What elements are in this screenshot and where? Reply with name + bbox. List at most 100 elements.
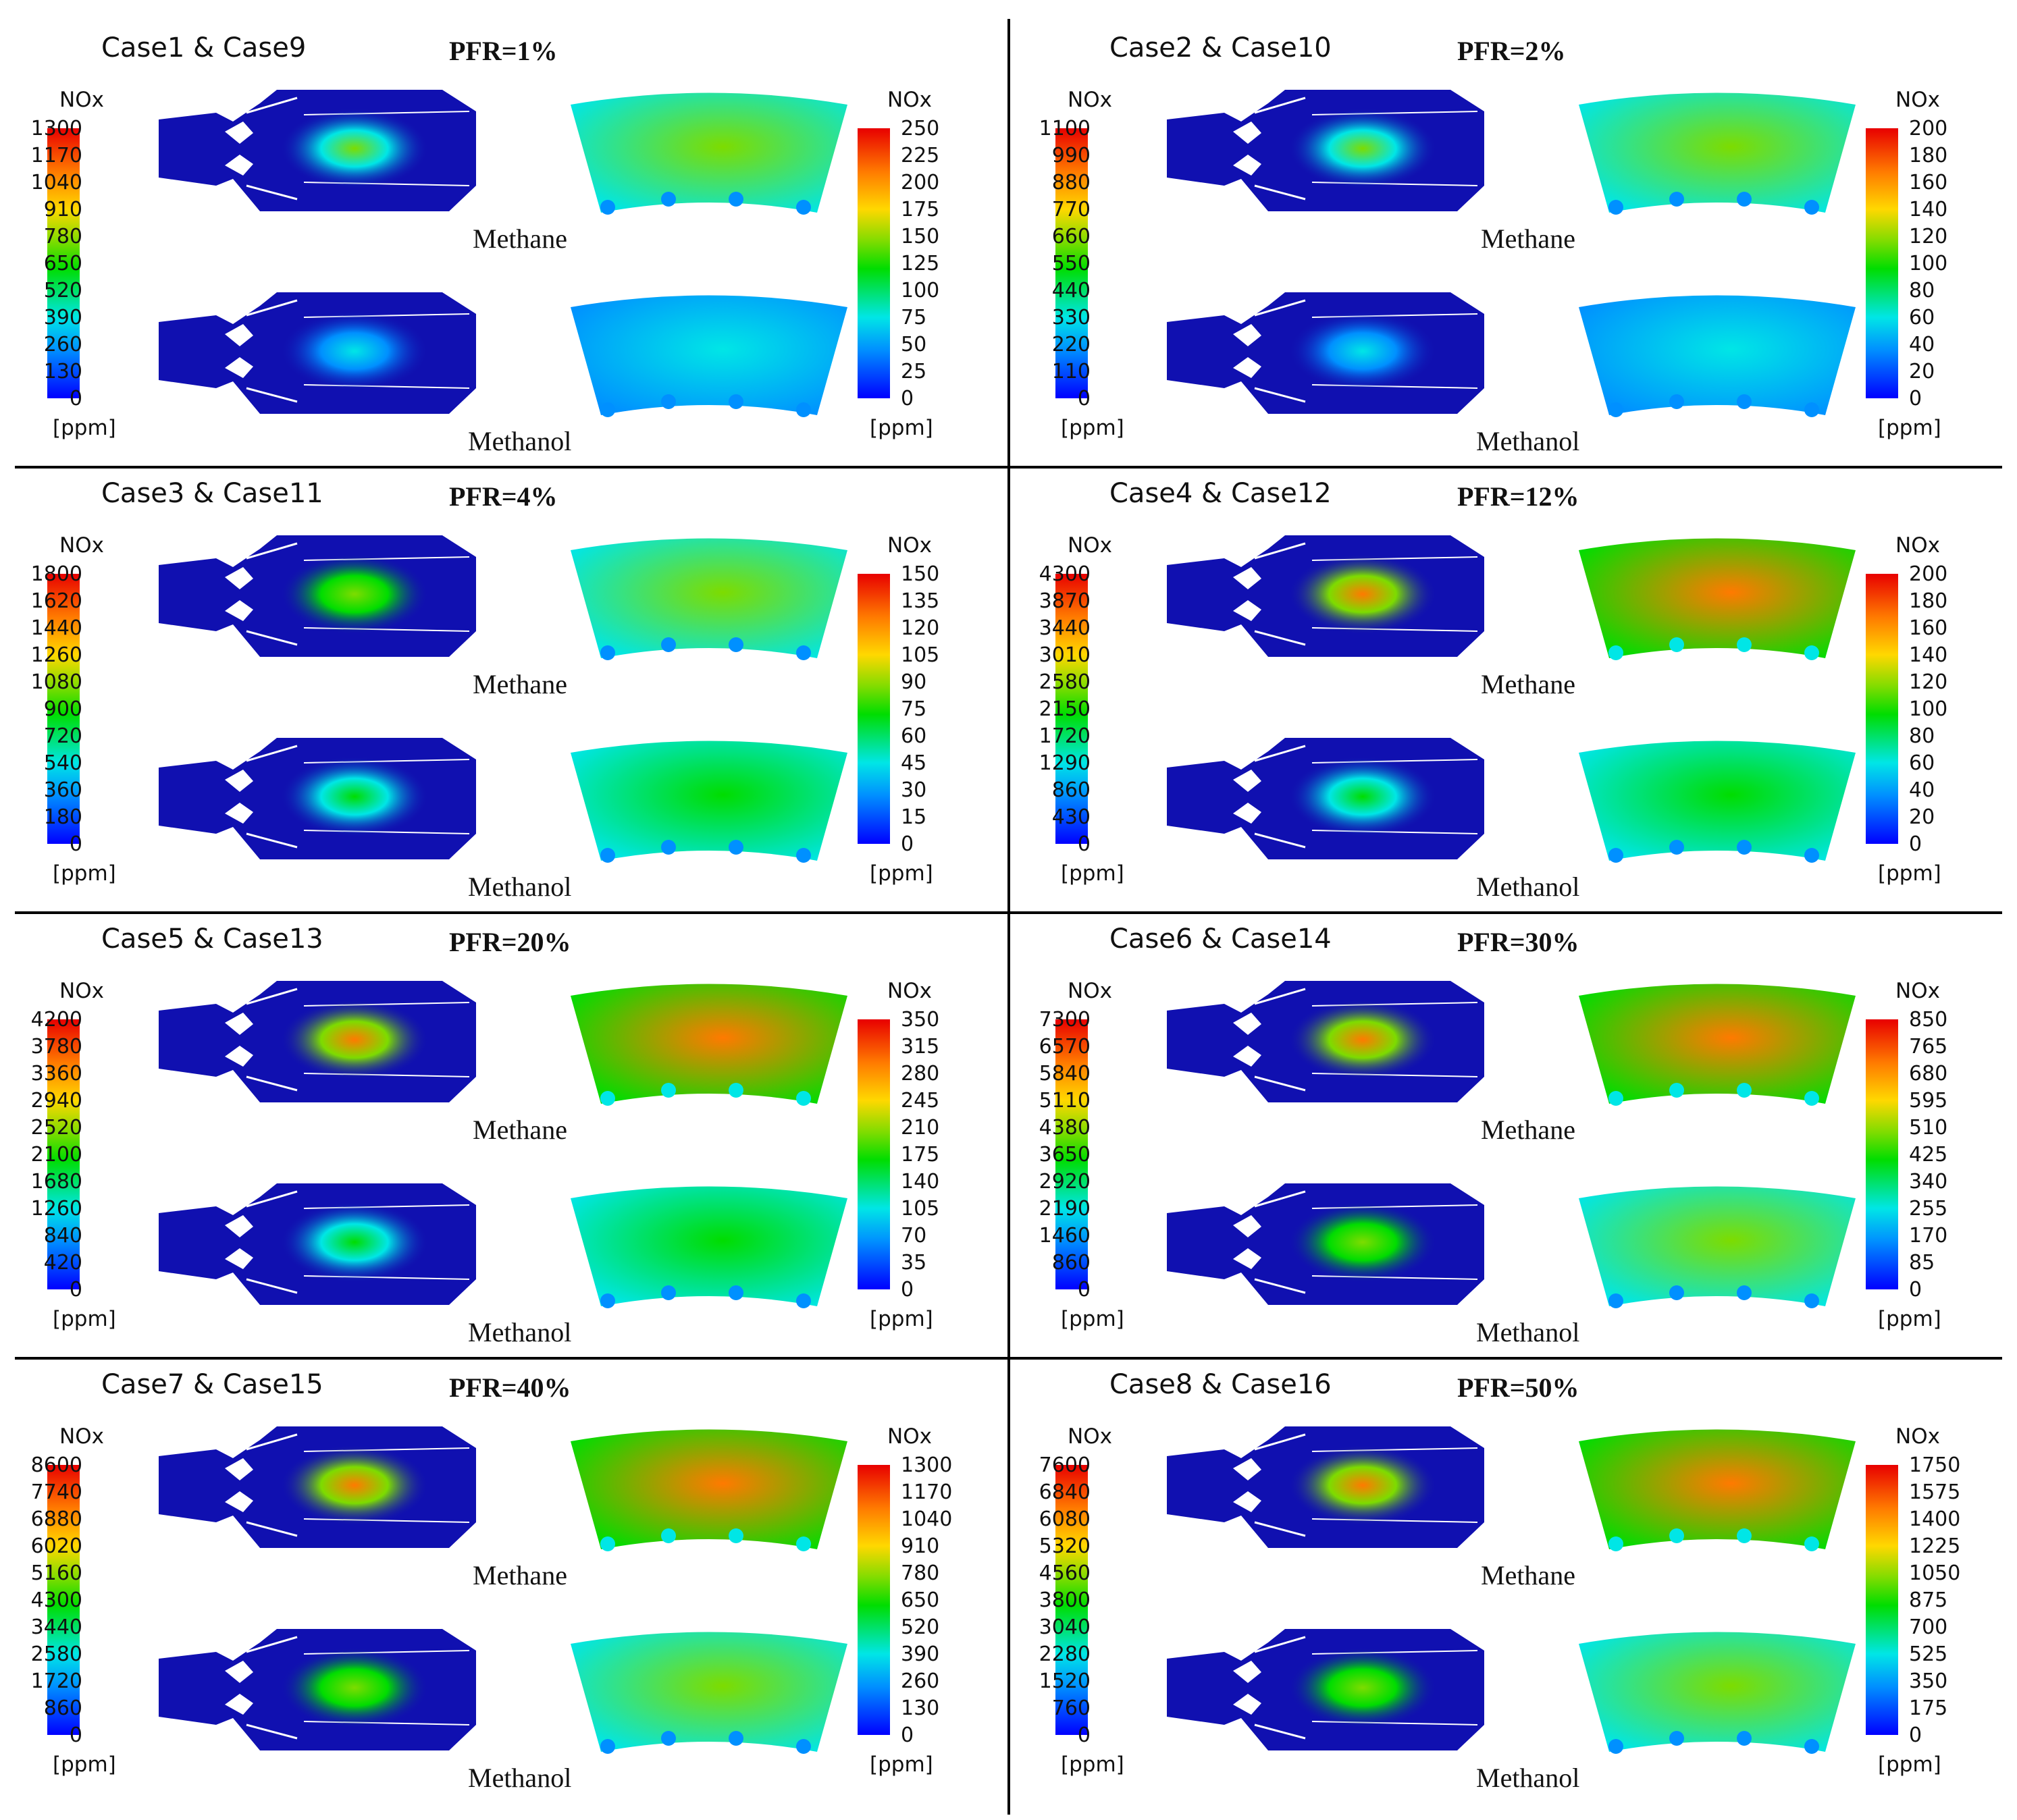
cooling-hole xyxy=(1608,1536,1623,1551)
cooling-hole xyxy=(1737,1083,1752,1098)
swirler-vane xyxy=(1233,1458,1261,1480)
colorbar-tick-label: 7300 xyxy=(1039,1008,1091,1032)
cooling-hole xyxy=(729,192,743,207)
colorbar-tick-label: 860 xyxy=(43,1696,82,1720)
colorbar-tick-label: 850 xyxy=(1909,1008,1948,1032)
outlet-sector-contour xyxy=(571,1632,847,1754)
colorbar-tick-label: 25 xyxy=(901,360,927,383)
cooling-hole xyxy=(1669,192,1684,207)
colorbar-gradient xyxy=(1055,1019,1088,1289)
colorbar-tick-label: 1800 xyxy=(30,562,82,586)
colorbar-tick-label: 1100 xyxy=(1039,117,1091,140)
colorbar-tick-label: 0 xyxy=(1909,1723,1922,1747)
cooling-hole xyxy=(729,1528,743,1543)
liner-wall xyxy=(1254,1636,1306,1653)
case-panel: Case1 & Case9 PFR=1% NOx 1300 1170 1040 910 780… xyxy=(0,7,1008,456)
nox-flame-zone xyxy=(1288,1445,1437,1526)
colorbar-title: NOx xyxy=(887,88,932,112)
colorbar-tick-label: 425 xyxy=(1909,1143,1948,1167)
horizontal-divider xyxy=(15,466,2002,469)
cooling-hole xyxy=(1804,1739,1819,1754)
cooling-hole xyxy=(1669,840,1684,855)
colorbar-tick-label: 80 xyxy=(1909,724,1935,748)
colorbar-tick-label: 1520 xyxy=(1039,1669,1091,1693)
colorbar-tick-label: 390 xyxy=(43,306,82,329)
colorbar-tick-label: 520 xyxy=(43,279,82,302)
cooling-hole xyxy=(1669,394,1684,409)
colorbar-tick-label: 0 xyxy=(1077,1723,1091,1747)
colorbar-tick-label: 180 xyxy=(1909,144,1948,167)
colorbar-tick-label: 1400 xyxy=(1909,1507,1961,1531)
colorbar-title: NOx xyxy=(1068,533,1112,558)
liner-wall xyxy=(1254,1433,1306,1451)
colorbar-tick-label: 160 xyxy=(1909,616,1948,640)
colorbar-tick-label: 0 xyxy=(69,1723,82,1747)
colorbar-tick-label: 175 xyxy=(901,198,940,221)
liner-wall xyxy=(1254,630,1306,646)
liner-wall xyxy=(246,1521,298,1537)
swirler-vane xyxy=(225,1248,253,1269)
colorbar-tick-label: 1620 xyxy=(30,589,82,613)
case-title: Case5 & Case13 xyxy=(101,924,323,955)
colorbar-tick-label: 0 xyxy=(69,1278,82,1302)
liner-wall xyxy=(1254,832,1306,849)
liner-wall xyxy=(1254,745,1306,762)
liner-wall xyxy=(246,299,298,317)
liner-wall xyxy=(246,184,298,200)
right-colorbar: NOx 1750 1575 1400 1225 1050 875 700 525 350 175 0[… xyxy=(1866,1424,2001,1809)
colorbar-title: NOx xyxy=(1068,1424,1112,1449)
methane-label: Methane xyxy=(473,669,567,699)
case-panel: Case3 & Case11 PFR=4% NOx 1800 1620 1440 1260 1… xyxy=(0,452,1008,902)
colorbar-tick-label: 760 xyxy=(1051,1696,1091,1720)
colorbar-tick-label: 520 xyxy=(901,1615,940,1639)
colorbar-unit: [ppm] xyxy=(1878,861,1941,886)
colorbar-gradient xyxy=(858,1465,890,1735)
swirler-vane xyxy=(225,567,253,589)
outlet-sector-contour xyxy=(571,1429,847,1551)
case-title: Case7 & Case15 xyxy=(101,1369,323,1400)
liner-wall xyxy=(1254,1190,1306,1208)
colorbar-tick-label: 0 xyxy=(69,832,82,856)
nox-flame-zone xyxy=(280,1445,429,1526)
colorbar-title: NOx xyxy=(887,1424,932,1449)
outlet-sector-contour xyxy=(1579,1429,1856,1551)
colorbar-tick-label: 70 xyxy=(901,1224,927,1248)
nox-flame-zone xyxy=(1288,554,1437,635)
colorbar-tick-label: 175 xyxy=(901,1143,940,1167)
colorbar-tick-label: 3650 xyxy=(1039,1143,1091,1167)
cooling-hole xyxy=(661,394,676,409)
colorbar-tick-label: 170 xyxy=(1909,1224,1948,1248)
methanol-label: Methanol xyxy=(468,872,572,902)
swirler-vane xyxy=(225,803,253,824)
cooling-hole xyxy=(729,1731,743,1746)
case-panel: Case4 & Case12 PFR=12% NOx 4300 3870 3440 3010… xyxy=(1008,452,2016,902)
cooling-hole xyxy=(1608,1293,1623,1308)
nox-flame-zone xyxy=(1288,108,1437,189)
colorbar-tick-label: 1720 xyxy=(1039,724,1091,748)
colorbar-tick-label: 875 xyxy=(1909,1588,1948,1612)
colorbar-unit: [ppm] xyxy=(53,1752,116,1777)
cooling-hole xyxy=(1608,645,1623,660)
colorbar-tick-label: 390 xyxy=(901,1642,940,1666)
colorbar-tick-label: 250 xyxy=(901,117,940,140)
cooling-hole xyxy=(1608,848,1623,863)
colorbar-tick-label: 420 xyxy=(43,1251,82,1275)
colorbar-tick-label: 4560 xyxy=(1039,1561,1091,1585)
cooling-hole xyxy=(661,192,676,207)
colorbar-unit: [ppm] xyxy=(870,861,933,886)
colorbar-tick-label: 0 xyxy=(1077,1278,1091,1302)
outlet-sector-contour xyxy=(571,984,847,1106)
colorbar-tick-label: 3010 xyxy=(1039,643,1091,667)
pfr-label: PFR=4% xyxy=(449,481,558,512)
right-colorbar: NOx 200 180 160 140 120 100 80 60 40 20 0 [ppm] xyxy=(1866,88,2001,473)
left-colorbar: NOx 1100 990 880 770 660 550 440 330 220 110 0 [ppm] xyxy=(1008,88,1143,473)
sector-field xyxy=(1579,1186,1856,1306)
sector-field xyxy=(571,1186,847,1306)
swirler-vane xyxy=(1233,1248,1261,1269)
colorbar-tick-label: 120 xyxy=(1909,670,1948,694)
cooling-hole xyxy=(1804,645,1819,660)
combustor-contour xyxy=(1167,981,1484,1102)
swirler-vane xyxy=(1233,600,1261,621)
colorbar-gradient xyxy=(47,1465,80,1735)
colorbar-tick-label: 0 xyxy=(1077,387,1091,410)
